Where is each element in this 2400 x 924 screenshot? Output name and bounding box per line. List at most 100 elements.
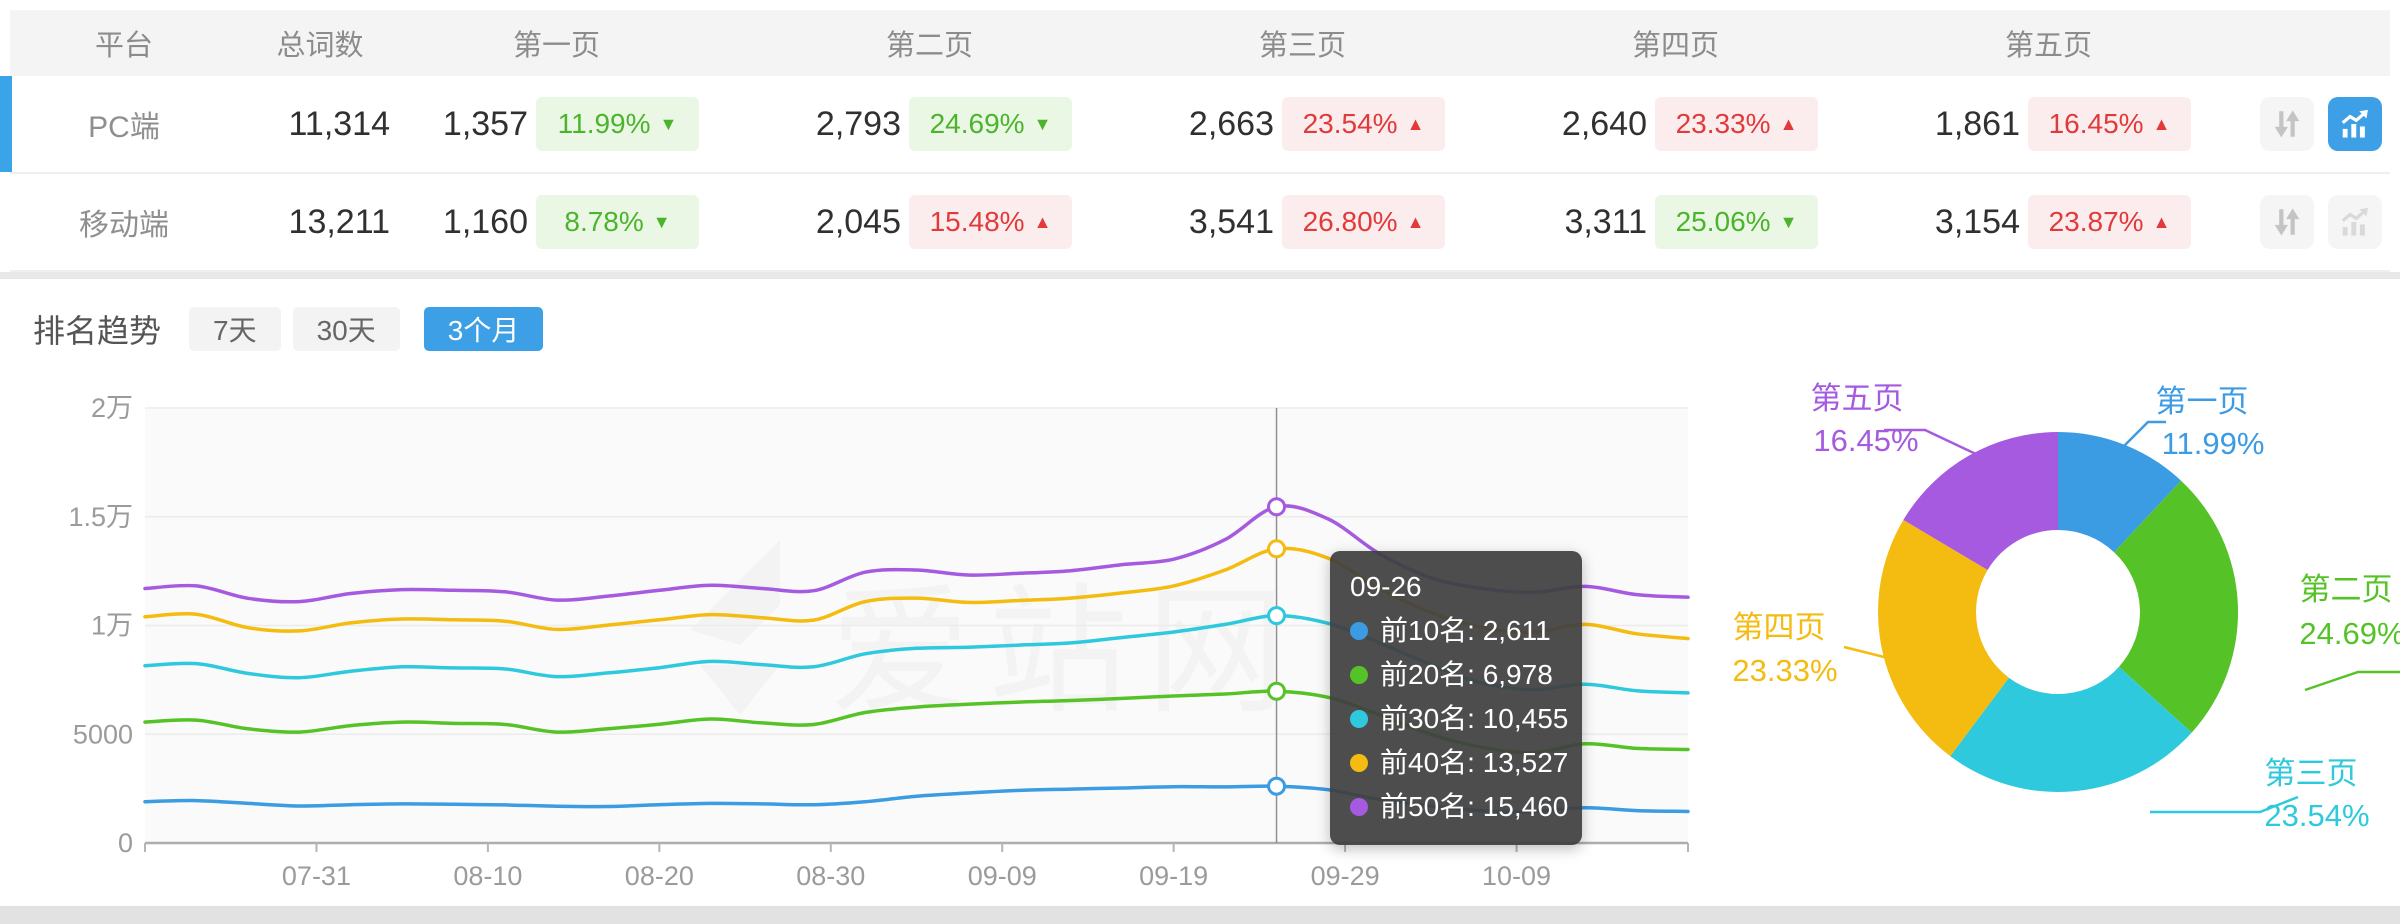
bottom-strip: [0, 906, 2400, 924]
triangle-up-icon: ▲: [1033, 212, 1052, 232]
donut-label-percent: 23.54%: [2264, 798, 2369, 833]
page-count: 3,154: [1934, 202, 2020, 241]
x-axis-label: 09-19: [1139, 861, 1208, 891]
platform-label: 移动端: [79, 209, 169, 242]
x-axis-label: 10-09: [1482, 861, 1551, 891]
donut-slice-第五页[interactable]: [1903, 432, 2058, 570]
page-cell: 2,663 23.54% ▲: [1136, 97, 1509, 151]
cursor-marker: [1267, 681, 1287, 701]
series-dot-icon: [1350, 666, 1368, 684]
sort-arrows-icon: [2274, 208, 2300, 236]
donut-leader-line: [1884, 428, 1979, 457]
table-rows: PC端 11,314 1,357 11.99% ▼ 2,793 24.69% ▼ 2,…: [0, 76, 2390, 272]
trend-chart-button[interactable]: [2328, 195, 2382, 249]
total-count: 11,314: [288, 104, 390, 143]
donut-leader-line: [2150, 795, 2299, 814]
tooltip-date: 09-26: [1350, 571, 1422, 602]
platform-ranking-table: 平台 总词数 第一页 第二页 第三页 第四页 第五页 PC端 11,314 1,357 11.…: [0, 10, 2390, 272]
header-platform: 平台: [94, 30, 153, 62]
tooltip-row: 前10名: 2,611: [1350, 609, 1562, 653]
x-axis-label: 09-29: [1311, 861, 1380, 891]
donut-label-name: 第五页: [1811, 381, 1904, 416]
donut-leader-line: [2304, 670, 2400, 692]
page-count: 2,045: [815, 202, 901, 241]
donut-label-percent: 24.69%: [2299, 616, 2400, 651]
trend-title: 排名趋势: [33, 313, 162, 349]
page-percent-badge: 24.69% ▼: [909, 97, 1072, 151]
trend-chart-button[interactable]: [2328, 97, 2382, 151]
tab-3个月[interactable]: 3个月: [423, 307, 544, 351]
page-count: 1,861: [1934, 104, 2020, 143]
sort-button[interactable]: [2260, 97, 2314, 151]
page-share-donut-chart[interactable]: 第一页 11.99% 第二页 24.69% 第三页 23.54% 第四页 23.33% 第五页 1…: [1700, 370, 2400, 924]
series-dot-icon: [1350, 798, 1368, 816]
page-count: 2,793: [815, 104, 901, 143]
series-dot-icon: [1350, 754, 1368, 772]
donut-slice-第二页[interactable]: [2114, 480, 2239, 733]
y-axis-label: 1.5万: [68, 502, 133, 532]
trend-chart-icon: [2341, 207, 2368, 236]
x-axis-label: 07-31: [282, 861, 351, 891]
series-dot-icon: [1350, 710, 1368, 728]
donut-slice-第一页[interactable]: [2058, 432, 2182, 553]
cursor-marker: [1267, 606, 1287, 626]
chart-tooltip: 09-26 前10名: 2,611 前20名: 6,978 前30名: 10,455…: [1330, 551, 1582, 845]
series-dot-icon: [1350, 622, 1368, 640]
tooltip-row: 前50名: 15,460: [1350, 785, 1568, 829]
page-count: 3,541: [1188, 202, 1274, 241]
donut-label-percent: 23.33%: [1732, 653, 1837, 688]
header-page-1: 第一页: [512, 30, 600, 62]
row-actions: [2255, 195, 2390, 249]
triangle-up-icon: ▲: [1406, 212, 1425, 232]
header-page-3: 第三页: [1258, 30, 1346, 62]
header-page-2: 第二页: [885, 30, 973, 62]
table-row[interactable]: PC端 11,314 1,357 11.99% ▼ 2,793 24.69% ▼ 2,…: [0, 76, 2390, 174]
tab-7天[interactable]: 7天: [189, 307, 281, 351]
total-count: 13,211: [288, 202, 390, 241]
triangle-down-icon: ▼: [1779, 212, 1798, 232]
section-divider: [0, 272, 2400, 279]
x-axis-label: 08-10: [453, 861, 522, 891]
sort-arrows-icon: [2274, 110, 2300, 138]
page-percent-badge: 23.54% ▲: [1282, 97, 1445, 151]
selected-row-accent: [0, 76, 12, 172]
page-cell: 1,357 11.99% ▼: [390, 97, 763, 151]
triangle-down-icon: ▼: [1033, 114, 1052, 134]
tooltip-row: 前40名: 13,527: [1350, 741, 1568, 785]
donut-label-name: 第四页: [1733, 610, 1826, 645]
triangle-down-icon: ▼: [652, 212, 671, 232]
tooltip-row: 前20名: 6,978: [1350, 653, 1562, 697]
x-axis-label: 09-09: [968, 861, 1037, 891]
page-count: 3,311: [1564, 202, 1647, 241]
donut-slice-第三页[interactable]: [1950, 666, 2192, 793]
x-axis-label: 08-20: [625, 861, 694, 891]
tooltip-row: 前30名: 10,455: [1350, 697, 1568, 741]
tab-30天[interactable]: 30天: [292, 307, 400, 351]
x-axis-label: 08-30: [796, 861, 865, 891]
trend-chart-icon: [2341, 109, 2368, 138]
triangle-up-icon: ▲: [1779, 114, 1798, 134]
page-cell: 1,160 8.78% ▼: [390, 195, 763, 249]
table-row[interactable]: 移动端 13,211 1,160 8.78% ▼ 2,045 15.48% ▲ 3,5…: [10, 174, 2390, 272]
platform-label: PC端: [88, 111, 160, 144]
page-cell: 1,861 16.45% ▲: [1882, 97, 2255, 151]
page-percent-badge: 8.78% ▼: [536, 195, 699, 249]
page-count: 2,663: [1188, 104, 1274, 143]
tooltip-rows: 前10名: 2,611 前20名: 6,978 前30名: 10,455 前40名: …: [1350, 609, 1568, 829]
triangle-up-icon: ▲: [1406, 114, 1425, 134]
trend-header: 排名趋势 7天 30天 3个月: [33, 306, 555, 352]
trend-tabs: 7天 30天 3个月: [189, 307, 555, 351]
page-percent-badge: 23.87% ▲: [2028, 195, 2191, 249]
sort-button[interactable]: [2260, 195, 2314, 249]
page-cell: 2,640 23.33% ▲: [1509, 97, 1882, 151]
page-percent-badge: 11.99% ▼: [536, 97, 699, 151]
header-total: 总词数: [276, 30, 364, 62]
page-percent-badge: 25.06% ▼: [1655, 195, 1818, 249]
donut-label-percent: 16.45%: [1813, 423, 1918, 458]
donut-leader-line: [2099, 420, 2166, 471]
header-page-4: 第四页: [1631, 30, 1719, 62]
header-page-5: 第五页: [2004, 30, 2092, 62]
donut-slice-第四页[interactable]: [1878, 519, 2009, 757]
y-axis-label: 2万: [91, 393, 133, 423]
